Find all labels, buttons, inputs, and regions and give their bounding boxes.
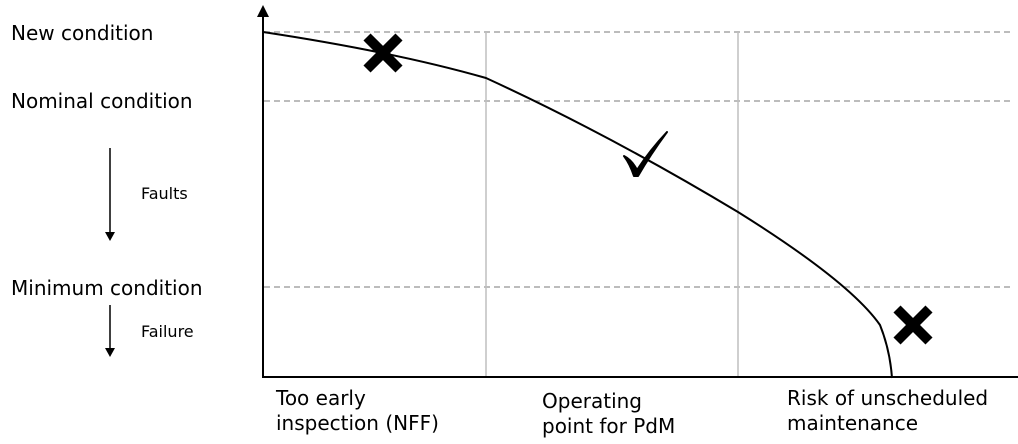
zone-label-line: maintenance xyxy=(787,411,919,435)
check-icon xyxy=(623,131,668,177)
minimum-condition-label: Minimum condition xyxy=(11,276,203,300)
new-condition-label: New condition xyxy=(11,21,154,45)
faults-label: Faults xyxy=(141,184,188,203)
zone-label-line: Risk of unscheduled xyxy=(787,386,989,410)
zone-label-risk: Risk of unscheduled maintenance xyxy=(787,386,988,436)
cross-icon xyxy=(363,33,403,73)
nominal-condition-label: Nominal condition xyxy=(11,89,193,113)
failure-arrowhead xyxy=(105,348,115,357)
degradation-curve xyxy=(262,31,893,379)
zone-label-line: Operating xyxy=(542,389,642,413)
faults-arrowhead xyxy=(105,232,115,241)
zone-label-line: Too early xyxy=(276,386,366,410)
y-axis-arrowhead xyxy=(257,5,269,17)
zone-label-too-early: Too early inspection (NFF) xyxy=(276,386,439,436)
zone-label-line: point for PdM xyxy=(542,414,676,438)
zone-label-operating-point: Operating point for PdM xyxy=(542,389,675,439)
zone-label-line: inspection (NFF) xyxy=(276,411,439,435)
failure-label: Failure xyxy=(141,322,194,341)
cross-icon xyxy=(893,305,933,345)
